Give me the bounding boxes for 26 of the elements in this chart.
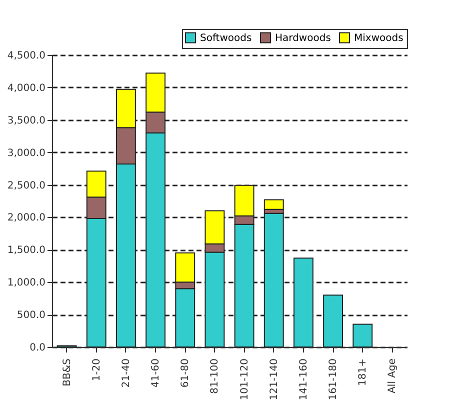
x-tick-label: 61-80 [180,358,192,388]
x-tick-label: 141-160 [298,358,310,400]
x-tick-label: 41-60 [150,358,162,388]
y-tick-label: 1,500.0 [7,245,46,256]
x-tick-label: 161-180 [328,358,340,400]
x-tick-label: BB&S [62,358,73,386]
y-tick-label: 1,000.0 [7,278,46,289]
x-tick-label: 181+ [358,358,369,386]
y-tick-label: 0.0 [30,342,46,354]
legend-label: Hardwoods [275,32,331,44]
x-tick-label: 101-120 [239,358,250,400]
x-tick-label: All Age [387,358,398,394]
bar [264,199,284,210]
y-tick-label: 500.0 [16,310,46,322]
y-tick-label: 3,000.0 [7,148,46,159]
y-tick-label: 3,500.0 [7,115,46,126]
legend-label: Mixwoods [354,32,404,44]
y-tick-label: 4,500.0 [7,50,46,62]
y-tick-label: 2,500.0 [7,180,46,192]
x-tick-label: 121-140 [268,358,280,400]
y-tick-label: 2,000.0 [7,212,46,224]
x-tick-label: 81-100 [210,358,221,394]
y-tick-label: 4,000.0 [7,82,46,94]
x-tick-label: 21-40 [120,358,132,388]
legend-label: Softwoods [200,32,252,44]
x-tick-label: 1-20 [91,358,102,382]
